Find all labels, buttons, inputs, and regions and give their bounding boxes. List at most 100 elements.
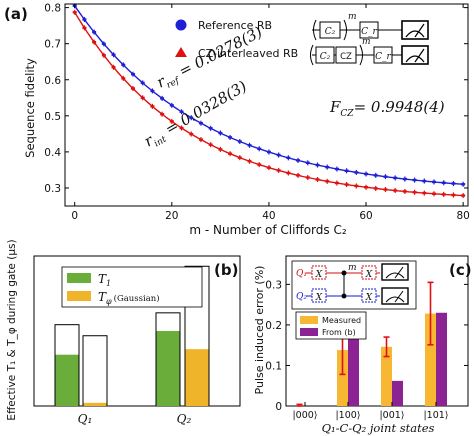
data-point [237, 140, 242, 143]
data-point [218, 148, 223, 151]
data-point [393, 176, 398, 180]
svg-text:C₂: C₂ [325, 27, 336, 37]
value-bar [55, 354, 79, 406]
data-point [383, 188, 388, 191]
fromb-bar [436, 312, 447, 406]
data-point [257, 147, 262, 150]
x-tick-label: |001⟩ [379, 410, 404, 421]
data-point [441, 181, 446, 184]
data-point [189, 132, 194, 136]
data-point [228, 136, 233, 139]
data-point [315, 178, 320, 181]
data-point [412, 178, 417, 182]
data-point [344, 169, 349, 172]
panel-c-ylabel: Pulse induced error (%) [253, 266, 266, 395]
panel-c-label: (c) [449, 261, 472, 279]
panel-c-circuit-inset: Q₁ Q₂ X X m X X [291, 260, 417, 310]
data-point [402, 177, 407, 181]
outline-bar [82, 335, 108, 407]
data-point [266, 166, 271, 169]
x-tick-label: |000⟩ [292, 410, 317, 421]
panel-c: (c) Pulse induced error (%) Q₁-C-Q₂ join… [253, 255, 472, 435]
data-point [92, 30, 97, 34]
measured-bar [381, 346, 392, 406]
data-point [228, 152, 233, 155]
data-point [334, 181, 339, 185]
legend-t1-swatch [67, 273, 91, 283]
legend-measured-label: Measured [322, 316, 361, 325]
panel-b-label: (b) [214, 261, 238, 279]
data-point [257, 163, 262, 166]
data-point [422, 179, 427, 183]
y-tick-label: 0.7 [44, 39, 61, 51]
data-point [82, 26, 87, 30]
svg-text:X: X [315, 270, 323, 280]
data-point [344, 183, 349, 186]
svg-text:C_r: C_r [375, 52, 391, 62]
data-point [82, 18, 87, 21]
data-point [383, 175, 388, 178]
svg-text:C_r: C_r [361, 27, 377, 37]
legend-interleaved-marker [175, 47, 187, 57]
svg-text:C₂: C₂ [320, 52, 331, 62]
data-point [101, 42, 106, 46]
y-tick-label: 0.3 [44, 183, 61, 195]
data-point [393, 189, 398, 192]
panel-a-frame [64, 3, 469, 207]
data-point [334, 167, 339, 171]
data-point [296, 159, 301, 162]
data-point [373, 174, 378, 177]
data-point [169, 120, 174, 123]
panel-b-cat-q2: Q₂ [177, 412, 192, 426]
data-point [432, 180, 437, 184]
legend-fromb-label: From (b) [322, 328, 356, 337]
x-tick-label: |101⟩ [423, 410, 448, 421]
data-point [286, 156, 291, 160]
svg-text:Q₂: Q₂ [296, 292, 307, 302]
data-point [198, 138, 203, 141]
x-tick-label: 0 [71, 210, 78, 222]
data-point [218, 131, 223, 135]
data-point [451, 193, 456, 197]
data-point [422, 191, 427, 195]
data-point [121, 77, 126, 80]
circuit-interleaved-icon: C₂ CZ m C_r [310, 37, 429, 66]
data-point [179, 110, 184, 113]
data-point [276, 153, 281, 157]
y-tick-label: 0.5 [44, 111, 61, 123]
panel-b-cat-q1: Q₁ [78, 412, 93, 426]
x-tick-label: 40 [262, 210, 275, 222]
svg-text:X: X [315, 293, 323, 303]
data-point [451, 182, 456, 185]
data-point [354, 184, 359, 188]
svg-text:CZ: CZ [340, 52, 352, 62]
legend-interleaved-label: CZ-interleaved RB [198, 47, 298, 60]
legend-tphi-label: Tφ (Gaussian) [98, 290, 160, 306]
f-cz-annotation: FCZ= 0.9948(4) [329, 98, 445, 119]
svg-text:X: X [365, 270, 373, 280]
data-point [412, 191, 417, 194]
measured-bar [337, 350, 348, 406]
panel-c-xlabel: Q₁-C-Q₂ joint states [322, 421, 435, 435]
data-point [160, 97, 165, 100]
svg-text:Q₁: Q₁ [296, 269, 307, 279]
y-tick-label: 0 [275, 401, 282, 413]
value-bar [156, 331, 180, 406]
svg-text:X: X [365, 293, 373, 303]
data-point [111, 53, 116, 56]
y-tick-label: 0.1 [265, 360, 282, 372]
svg-text:m: m [348, 12, 357, 22]
data-point [140, 96, 145, 100]
measured-bar [425, 313, 436, 406]
y-tick-label: 0.2 [265, 320, 282, 332]
data-point [130, 87, 135, 90]
svg-text:m: m [362, 37, 371, 47]
data-point [325, 180, 330, 183]
data-point [247, 160, 252, 163]
data-point [121, 63, 126, 67]
svg-text:m: m [348, 263, 357, 273]
legend-fromb-swatch [300, 328, 318, 336]
data-point [402, 190, 407, 193]
data-point [315, 163, 320, 167]
